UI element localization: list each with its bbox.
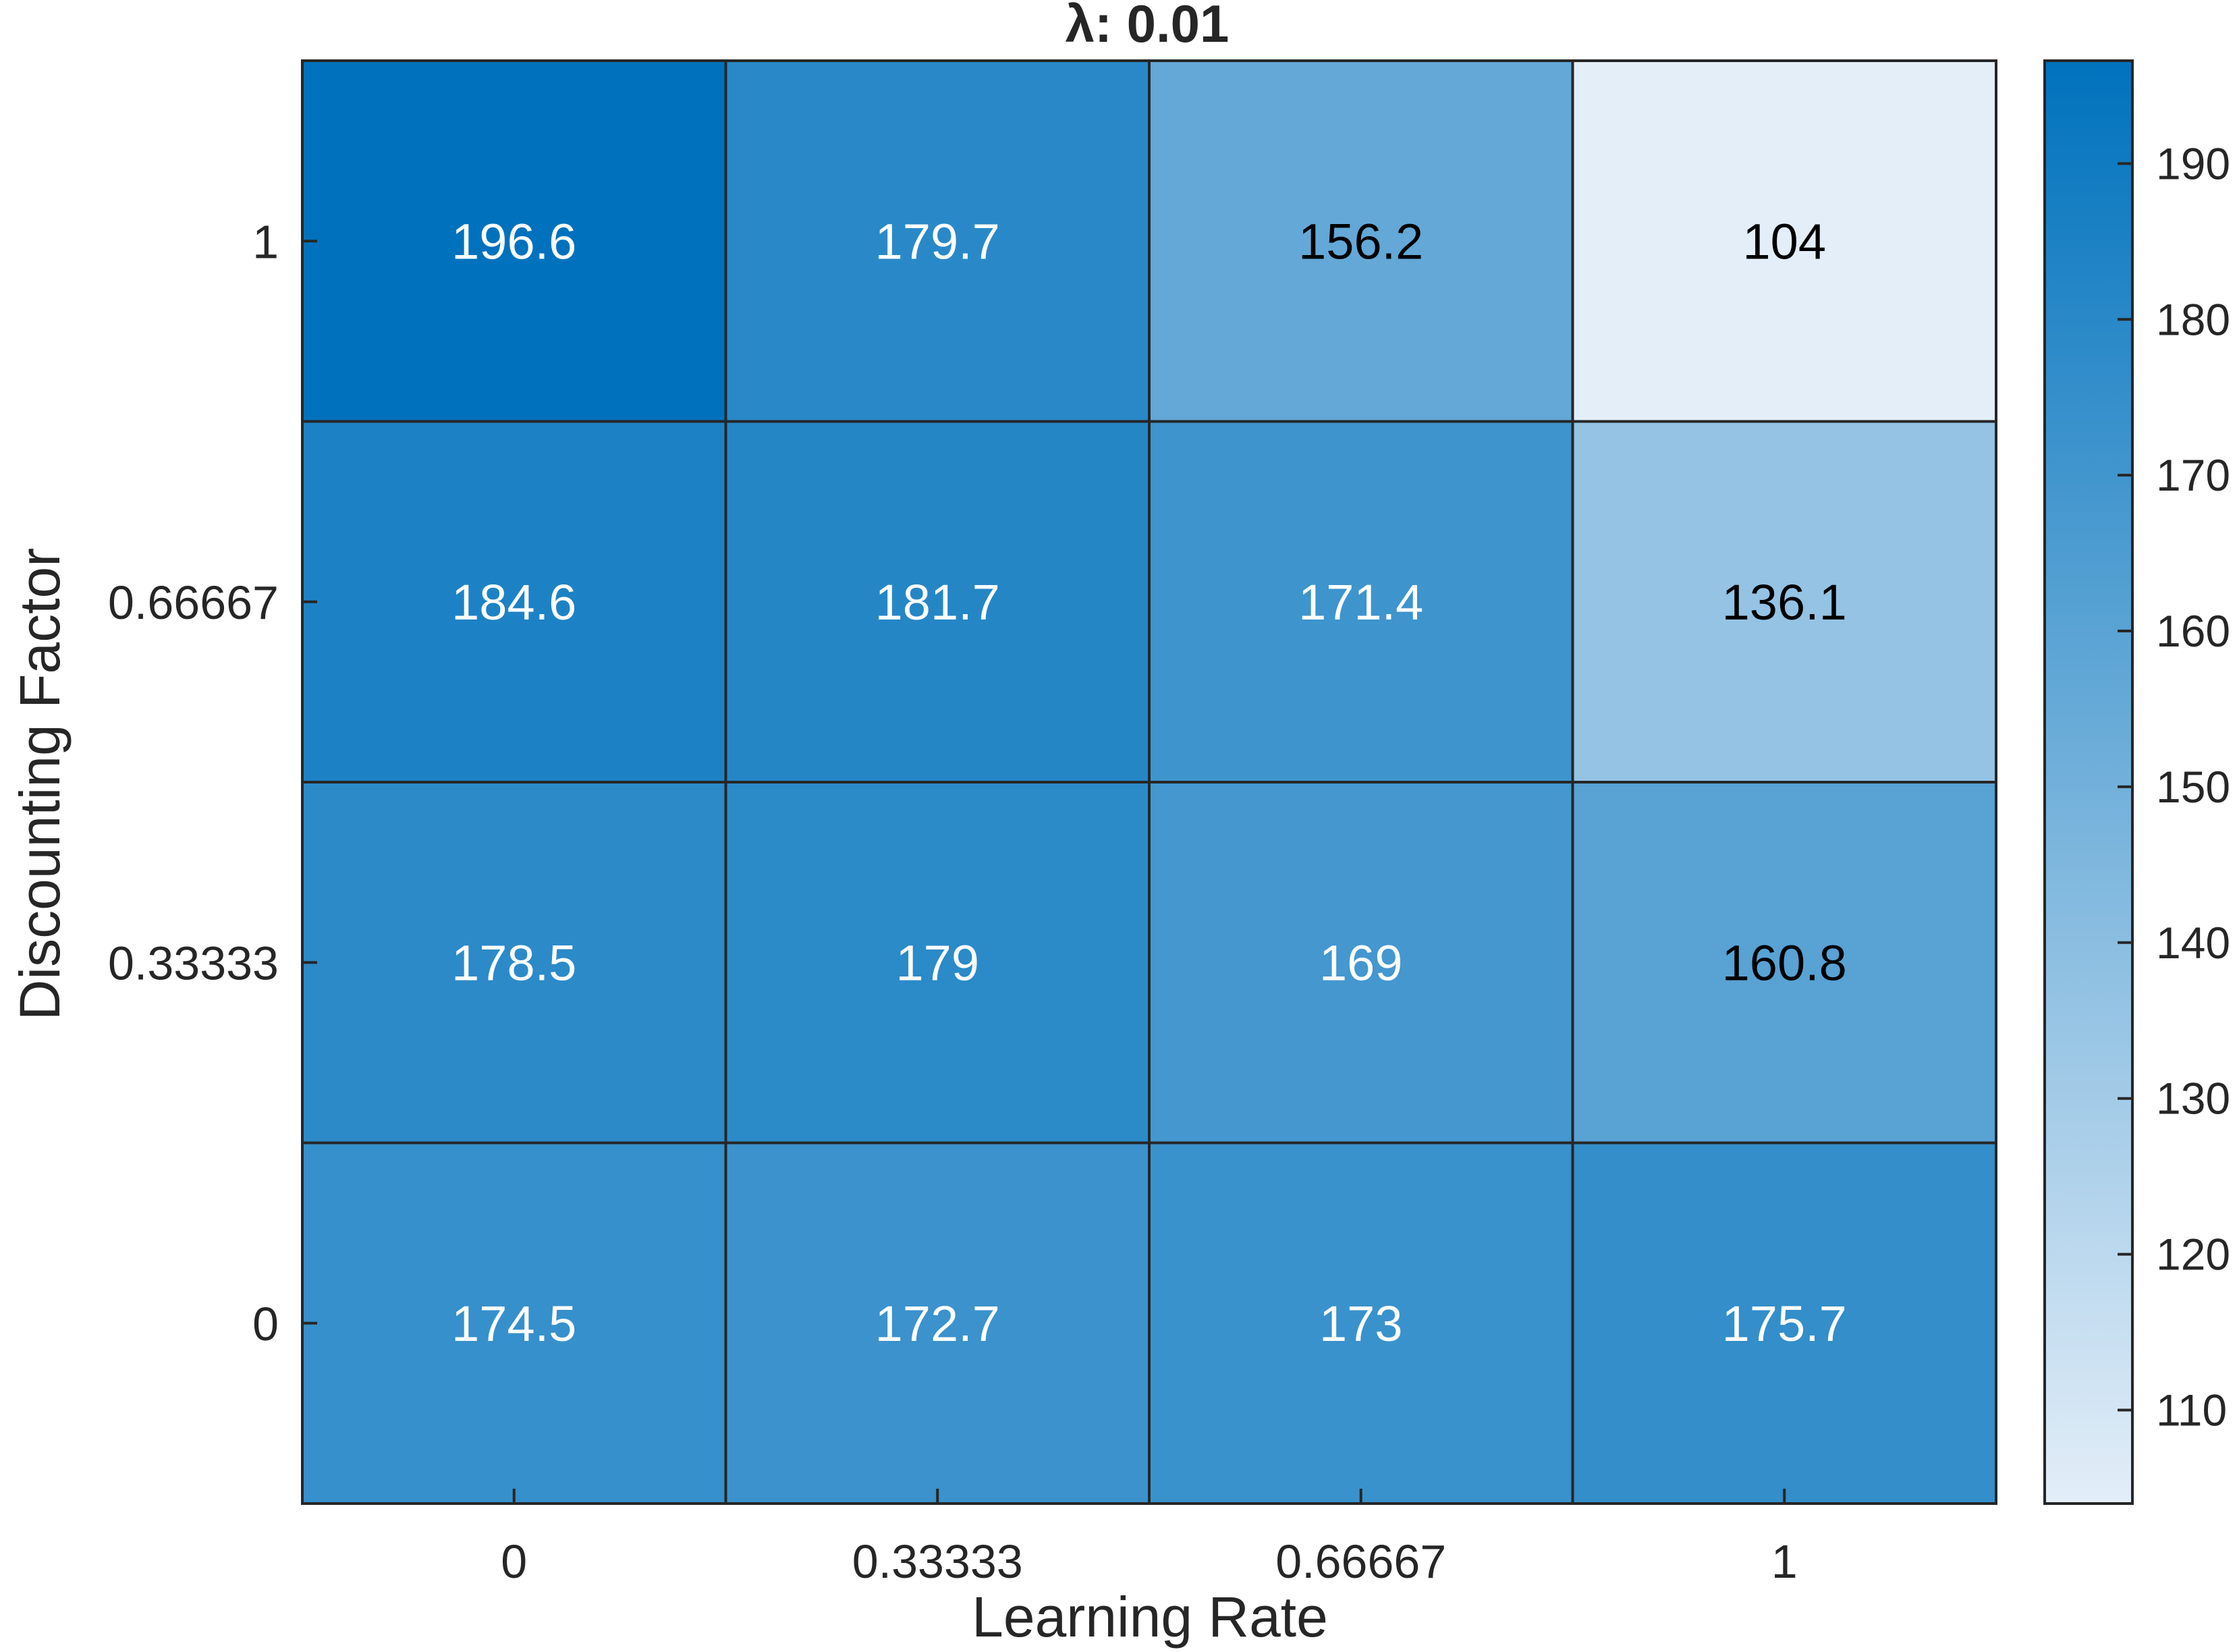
colorbar-tick-label: 160 (2156, 606, 2230, 656)
colorbar-tick-label: 140 (2156, 918, 2230, 968)
cell-value-label: 169 (1319, 935, 1402, 991)
heatmap-cell-labels: 196.6 179.7 156.2 104 184.6 181.7 171.4 136.1 17… (451, 213, 1847, 1352)
y-axis-label: Discounting Factor (8, 548, 72, 1020)
heatmap-cell (1571, 59, 1997, 423)
cell-value-label: 178.5 (451, 935, 576, 991)
colorbar-tick-label: 180 (2156, 294, 2230, 344)
heatmap-cell (724, 1141, 1151, 1505)
x-axis-ticks: 0 0.33333 0.66667 1 (501, 1489, 1798, 1588)
cell-value-label: 136.1 (1722, 574, 1847, 630)
chart-title: λ: 0.01 (1066, 0, 1230, 53)
y-tick-label: 0.33333 (108, 937, 279, 989)
colorbar-tick-label: 170 (2156, 450, 2230, 500)
colorbar-tick-label: 150 (2156, 762, 2230, 812)
heatmap-cell (1148, 59, 1574, 423)
heatmap-cell (301, 59, 727, 423)
colorbar-tick-label: 130 (2156, 1074, 2230, 1124)
cell-value-label: 179.7 (875, 213, 1000, 269)
heatmap-cell (724, 781, 1151, 1145)
y-tick-label: 1 (252, 215, 279, 268)
x-tick-label: 1 (1771, 1535, 1798, 1588)
x-tick-label: 0.66667 (1275, 1535, 1446, 1588)
heatmap-cell (724, 59, 1151, 423)
heatmap-cell (1148, 1141, 1574, 1505)
cell-value-label: 196.6 (451, 213, 576, 269)
x-tick-label: 0 (501, 1535, 527, 1588)
cell-value-label: 175.7 (1722, 1296, 1847, 1352)
cell-value-label: 179 (896, 935, 979, 991)
colorbar-tick-label: 120 (2156, 1230, 2230, 1279)
heatmap-cell (724, 420, 1151, 783)
colorbar-ticks: 110 120 130 140 150 160 170 180 190 (2118, 138, 2230, 1435)
y-tick-label: 0.66667 (108, 576, 279, 629)
colorbar (2043, 59, 2134, 1505)
cell-value-label: 174.5 (451, 1296, 576, 1352)
cell-value-label: 156.2 (1298, 213, 1423, 269)
x-tick-label: 0.33333 (852, 1535, 1023, 1588)
cell-value-label: 172.7 (875, 1296, 1000, 1352)
heatmap-cell (1571, 781, 1997, 1145)
colorbar-tick-label: 190 (2156, 138, 2230, 188)
heatmap-cell (1571, 420, 1997, 783)
cell-value-label: 104 (1743, 213, 1826, 269)
cell-value-label: 184.6 (451, 574, 576, 630)
y-tick-label: 0 (252, 1298, 279, 1350)
cell-value-label: 181.7 (875, 574, 1000, 630)
cell-value-label: 160.8 (1722, 935, 1847, 991)
cell-value-label: 173 (1319, 1296, 1402, 1352)
heatmap-cell (1148, 420, 1574, 783)
heatmap-cell (301, 420, 727, 783)
x-axis-label: Learning Rate (972, 1585, 1328, 1649)
heatmap-cell (301, 1141, 727, 1505)
cell-value-label: 171.4 (1298, 574, 1423, 630)
y-axis-ticks: 1 0.66667 0.33333 0 (108, 215, 317, 1350)
colorbar-tick-label: 110 (2156, 1385, 2227, 1435)
heatmap-cell (1571, 1141, 1997, 1505)
heatmap-cells (301, 59, 1997, 1505)
